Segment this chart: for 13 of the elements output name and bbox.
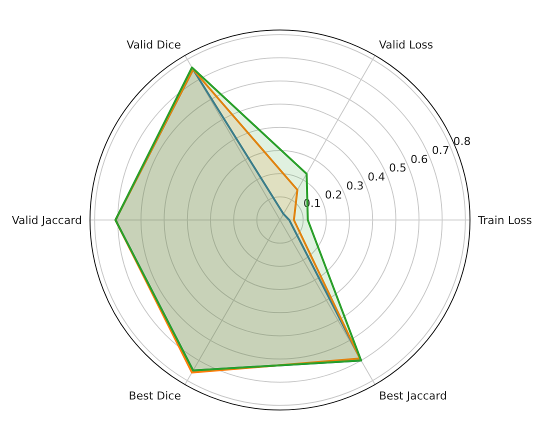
y-tick-label: 0.5 xyxy=(389,162,407,175)
y-tick-label: 0.4 xyxy=(368,170,386,184)
y-tick-label: 0.7 xyxy=(432,144,450,157)
spoke-label: Valid Loss xyxy=(379,38,434,52)
y-tick-label: 0.2 xyxy=(324,188,342,202)
y-tick-label: 0.6 xyxy=(410,152,428,166)
spoke-label: Best Jaccard xyxy=(379,389,447,402)
y-tick-label: 0.8 xyxy=(453,135,471,148)
spoke-label: Valid Jaccard xyxy=(12,214,82,227)
spoke-label: Train Loss xyxy=(477,214,532,227)
y-tick-label: 0.3 xyxy=(346,179,364,192)
spoke-label: Valid Dice xyxy=(126,38,182,52)
spoke-label: Best Dice xyxy=(128,389,182,402)
